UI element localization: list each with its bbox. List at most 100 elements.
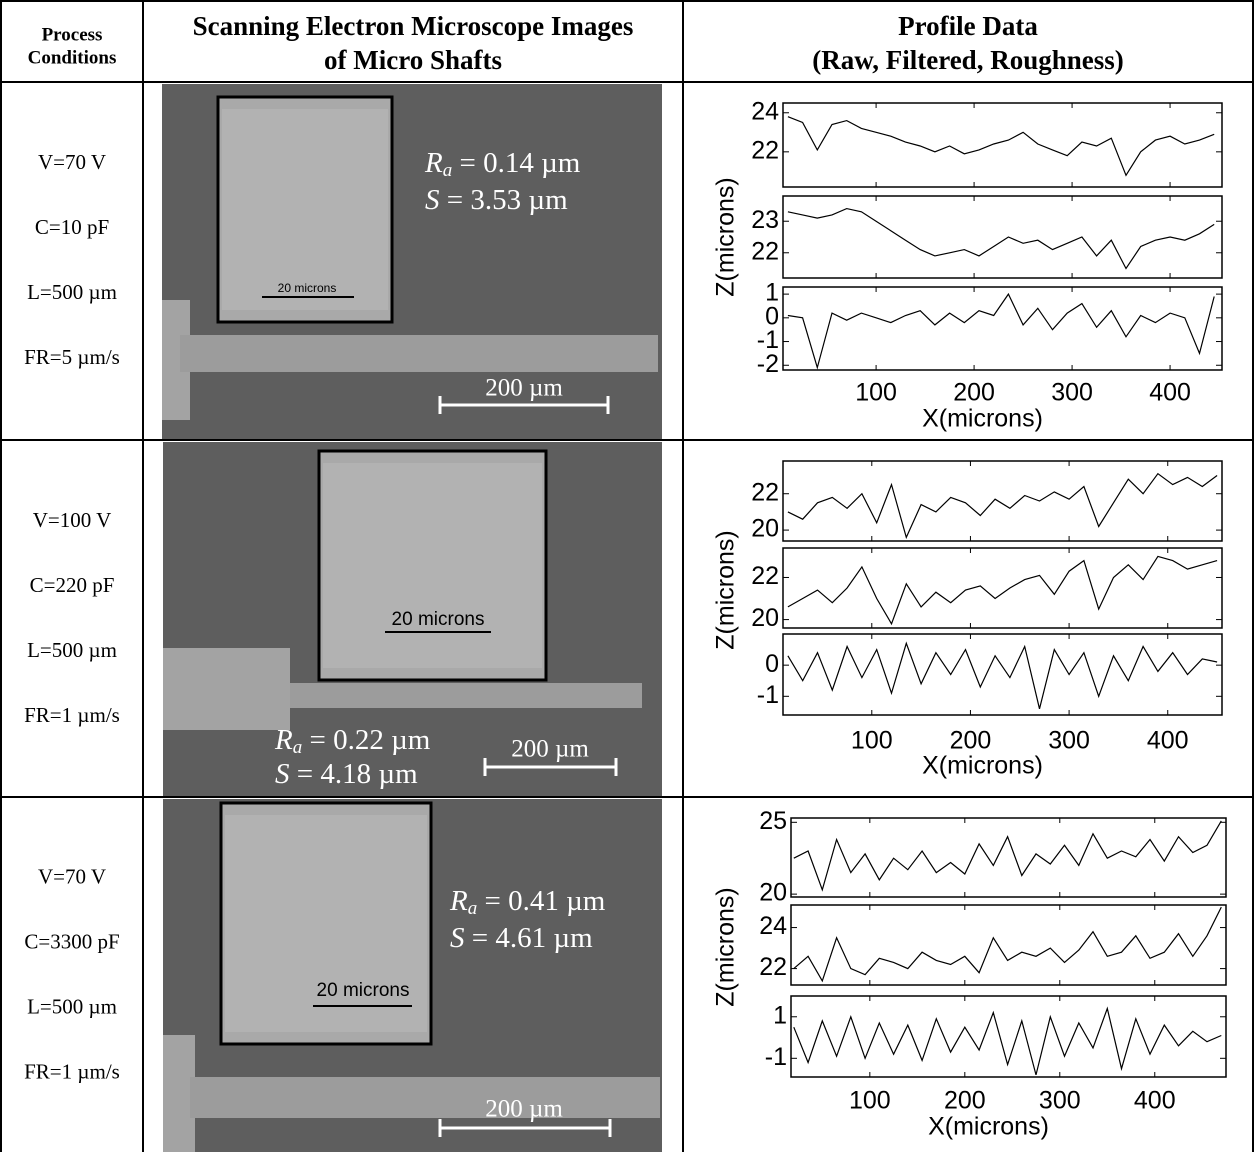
- scale-bar: [483, 758, 618, 776]
- process-conditions: V=70 V C=10 pF L=500 µm FR=5 µm/s V=100 V C=2…: [24, 150, 120, 1083]
- y-tick-label: 22: [759, 953, 787, 981]
- x-tick-label: 400: [1134, 1087, 1176, 1115]
- x-axis-label: X(microns): [922, 752, 1043, 780]
- header-text: Conditions: [28, 47, 117, 68]
- y-tick-label: 22: [751, 562, 779, 590]
- profile-line: [787, 555, 1218, 626]
- y-tick-label: 22: [751, 478, 779, 506]
- condition-text: FR=1 µm/s: [24, 703, 120, 727]
- y-tick-label: 1: [765, 279, 779, 307]
- roughness-label: Ra = 0.41 µm: [449, 885, 606, 920]
- roughness-label-part: R: [424, 147, 443, 179]
- inset-shading: [222, 109, 388, 310]
- panel-frame: [782, 286, 1223, 371]
- condition-text: L=500 µm: [27, 994, 117, 1018]
- condition-text: L=500 µm: [27, 280, 117, 304]
- header-text: (Raw, Filtered, Roughness): [812, 45, 1124, 75]
- shaft: [290, 683, 642, 708]
- header-text: Profile Data: [898, 11, 1038, 41]
- x-axis-label: X(microns): [928, 1113, 1049, 1141]
- panel-frame: [782, 633, 1223, 716]
- profile-chart: 20 25 22 24 -1 1 100 200 300 400 X(microns) Z(micro…: [712, 807, 1227, 1141]
- roughness-label-part: = 0.22 µm: [302, 724, 431, 756]
- x-tick-label: 400: [1147, 727, 1189, 755]
- condition-text: L=500 µm: [27, 638, 117, 662]
- y-tick-label: 0: [765, 650, 779, 678]
- shaft: [180, 335, 658, 372]
- y-tick-label: 24: [751, 97, 779, 125]
- shaft-base: [163, 648, 290, 730]
- roughness-label-part: S: [275, 758, 290, 790]
- profile-line: [793, 906, 1222, 983]
- x-tick-label: 300: [1048, 727, 1090, 755]
- roughness-label-part: a: [468, 898, 478, 919]
- header-text: Process: [42, 24, 103, 45]
- y-tick-label: -1: [757, 681, 779, 709]
- roughness-label-part: S: [425, 184, 440, 216]
- roughness-label-part: = 4.18 µm: [290, 758, 419, 790]
- condition-text: FR=1 µm/s: [24, 1059, 120, 1083]
- roughness-label-part: R: [274, 724, 293, 756]
- condition-text: V=70 V: [38, 150, 106, 174]
- roughness-label-part: = 3.53 µm: [440, 184, 569, 216]
- inset-scale-label: 20 microns: [392, 609, 485, 630]
- y-tick-label: 24: [759, 912, 787, 940]
- y-axis-label: Z(microns): [712, 177, 740, 296]
- roughness-label: Ra = 0.22 µm: [274, 724, 431, 759]
- roughness-label-part: R: [449, 885, 468, 917]
- y-tick-label: 25: [759, 807, 787, 835]
- panel-frame: [790, 995, 1227, 1078]
- roughness-label-part: = 0.14 µm: [452, 147, 581, 179]
- header-text: Scanning Electron Microscope Images: [193, 11, 634, 41]
- x-tick-label: 200: [953, 379, 995, 407]
- x-tick-label: 100: [849, 1087, 891, 1115]
- panel-frame: [790, 817, 1227, 898]
- inset-scale-label: 20 microns: [317, 980, 410, 1001]
- x-tick-label: 200: [950, 727, 992, 755]
- inset-shading: [323, 463, 542, 668]
- y-tick-label: 0: [765, 302, 779, 330]
- x-tick-label: 400: [1149, 379, 1191, 407]
- roughness-label-part: S: [450, 922, 465, 954]
- x-tick-label: 200: [944, 1087, 986, 1115]
- roughness-label: S = 4.18 µm: [275, 758, 418, 790]
- y-tick-label: 20: [759, 879, 787, 907]
- x-tick-label: 100: [851, 727, 893, 755]
- y-tick-label: 23: [751, 206, 779, 234]
- profile-line: [787, 292, 1215, 370]
- panel-frame: [782, 460, 1223, 542]
- scale-bar-label: 200 µm: [485, 1096, 563, 1123]
- header: Process Conditions Scanning Electron Mic…: [28, 11, 1124, 75]
- x-tick-label: 300: [1039, 1087, 1081, 1115]
- roughness-label: Ra = 0.14 µm: [424, 147, 581, 182]
- condition-text: C=220 pF: [30, 573, 115, 597]
- y-axis-label: Z(microns): [712, 887, 740, 1006]
- scale-bar: [438, 1119, 612, 1137]
- shaft: [190, 1077, 660, 1118]
- y-axis-label: Z(microns): [712, 530, 740, 649]
- profile-line: [787, 472, 1218, 540]
- scale-bar-label: 200 µm: [511, 736, 589, 763]
- profile-chart: 20 22 20 22 -1 0 100 200 300 400 X(microns) Z(micro…: [712, 460, 1223, 780]
- roughness-label: S = 4.61 µm: [450, 922, 593, 954]
- inset-shading: [225, 815, 427, 1032]
- profile-line: [787, 207, 1215, 270]
- roughness-label-part: a: [443, 160, 453, 181]
- header-text: of Micro Shafts: [324, 45, 502, 75]
- roughness-label-part: = 4.61 µm: [465, 922, 594, 954]
- y-tick-label: -2: [757, 350, 779, 378]
- roughness-label-part: a: [293, 737, 303, 758]
- panel-frame: [790, 904, 1227, 986]
- roughness-label-part: = 0.41 µm: [477, 885, 606, 917]
- scale-bar: [438, 396, 610, 414]
- condition-text: V=70 V: [38, 864, 106, 888]
- panel-frame: [782, 102, 1223, 188]
- y-tick-label: 20: [751, 515, 779, 543]
